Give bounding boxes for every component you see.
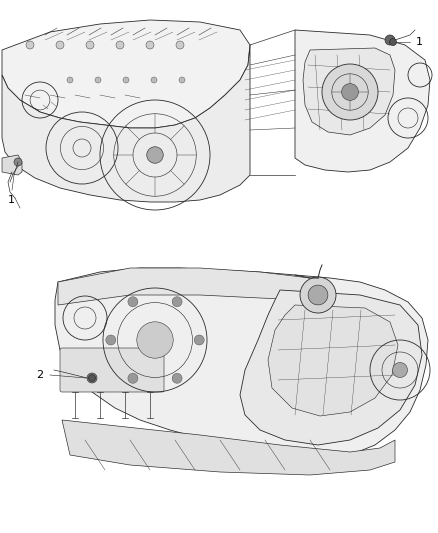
Circle shape <box>176 41 184 49</box>
Circle shape <box>128 373 138 383</box>
Polygon shape <box>2 155 22 175</box>
Circle shape <box>88 375 95 382</box>
Polygon shape <box>2 45 250 202</box>
Polygon shape <box>240 290 422 445</box>
FancyBboxPatch shape <box>60 348 164 392</box>
Circle shape <box>137 322 173 358</box>
Circle shape <box>128 297 138 306</box>
Polygon shape <box>58 268 310 305</box>
Circle shape <box>342 84 358 100</box>
Text: 1: 1 <box>8 195 15 205</box>
Circle shape <box>26 41 34 49</box>
Text: 2: 2 <box>36 370 43 380</box>
Circle shape <box>385 35 395 45</box>
Circle shape <box>392 362 407 377</box>
Circle shape <box>95 77 101 83</box>
Circle shape <box>308 285 328 305</box>
Circle shape <box>147 147 163 163</box>
Polygon shape <box>303 48 395 135</box>
Polygon shape <box>55 268 428 460</box>
Circle shape <box>56 41 64 49</box>
Circle shape <box>300 277 336 313</box>
Circle shape <box>146 41 154 49</box>
Circle shape <box>106 335 116 345</box>
Circle shape <box>123 77 129 83</box>
Circle shape <box>14 158 22 166</box>
Circle shape <box>151 77 157 83</box>
Circle shape <box>194 335 204 345</box>
Circle shape <box>116 41 124 49</box>
Circle shape <box>87 373 97 383</box>
Circle shape <box>172 373 182 383</box>
Circle shape <box>179 77 185 83</box>
Circle shape <box>86 41 94 49</box>
Circle shape <box>172 297 182 306</box>
Polygon shape <box>268 305 398 416</box>
Circle shape <box>322 64 378 120</box>
Polygon shape <box>295 30 430 172</box>
Text: 1: 1 <box>416 37 423 47</box>
Circle shape <box>389 38 396 45</box>
Circle shape <box>67 77 73 83</box>
Polygon shape <box>62 420 395 475</box>
Polygon shape <box>2 20 250 128</box>
